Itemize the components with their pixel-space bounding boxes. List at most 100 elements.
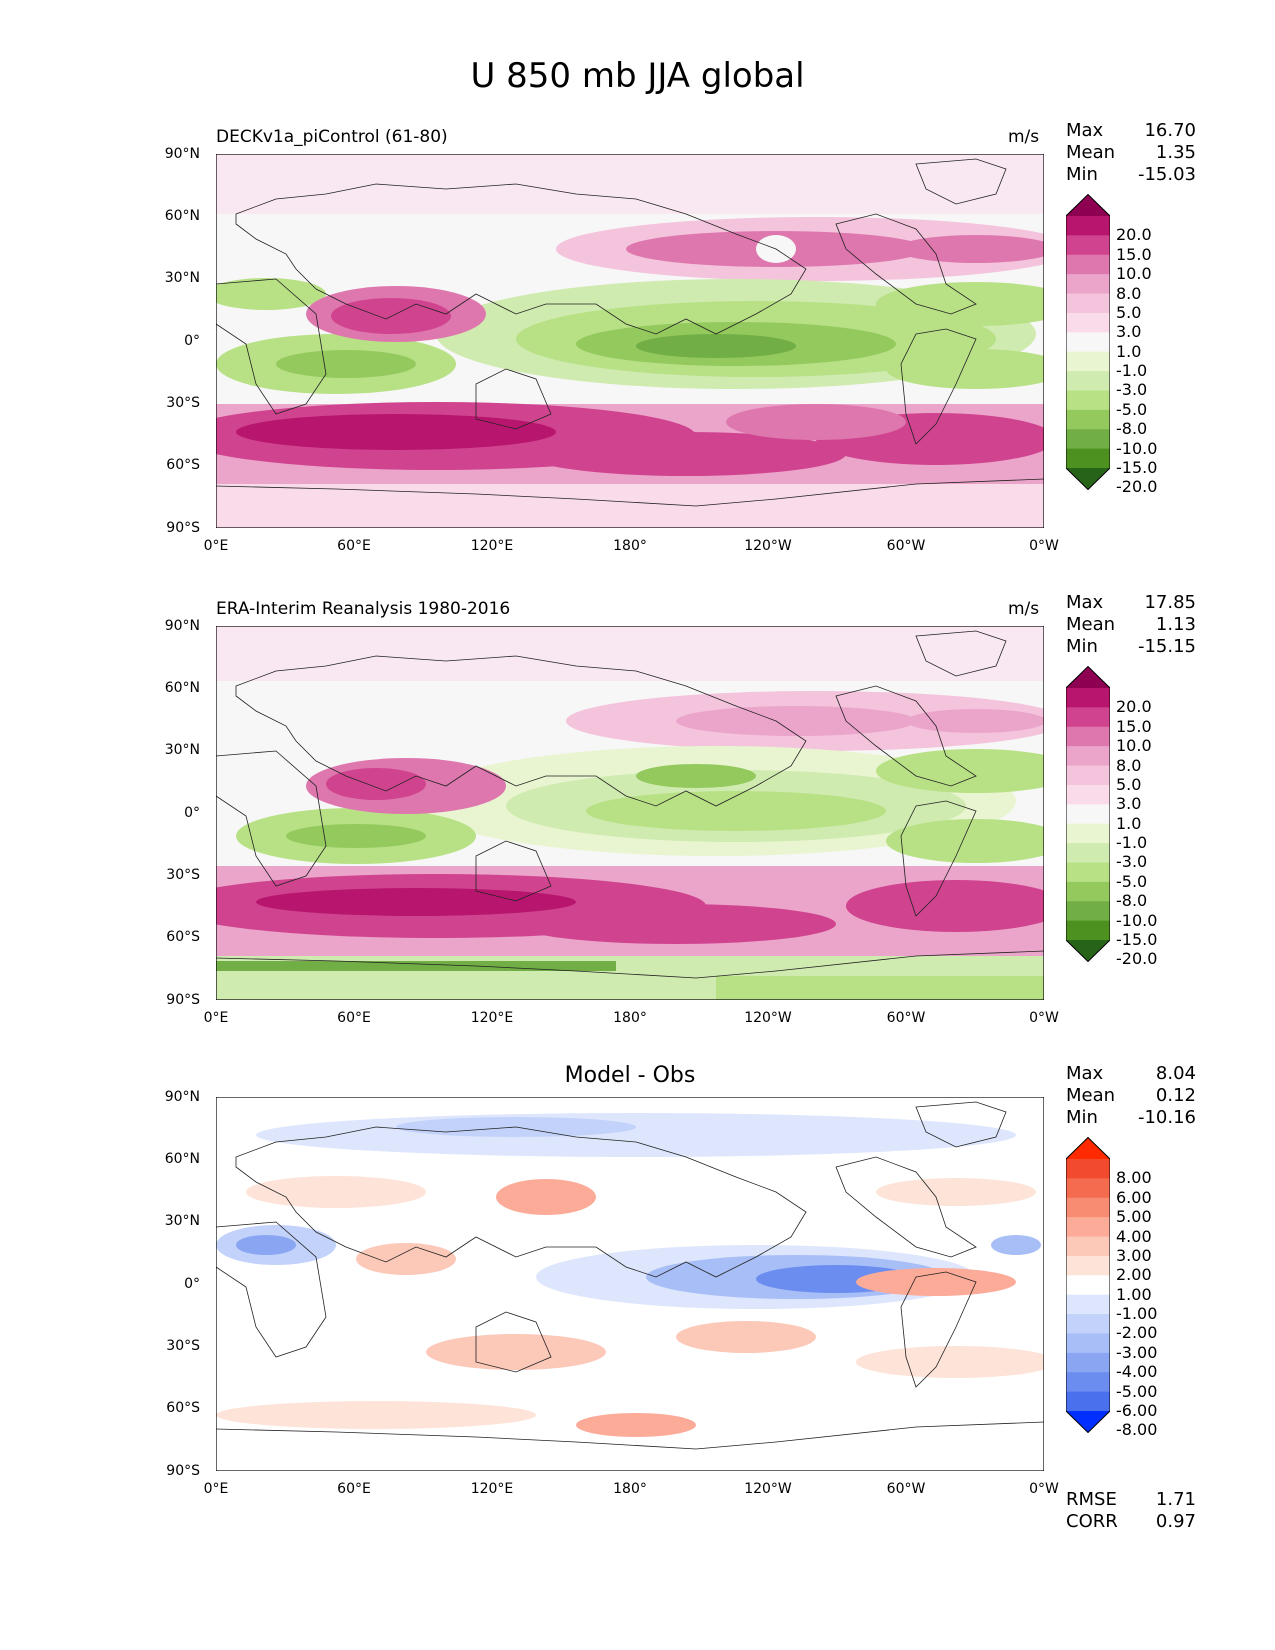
colorbar-tick-label: -3.00	[1116, 1342, 1158, 1362]
colorbar-tick-label: 3.00	[1116, 1245, 1152, 1265]
colorbar-tick-label: 1.00	[1116, 1284, 1152, 1304]
colorbar-segment	[1066, 390, 1110, 411]
x-tick: 120°W	[744, 1481, 792, 1497]
colorbar-segment	[1066, 1333, 1110, 1354]
colorbar-extend-max	[1066, 194, 1110, 216]
y-tick: 90°S	[166, 520, 200, 536]
colorbar-tick-label: -20.0	[1116, 477, 1158, 497]
x-tick: 0°W	[1029, 538, 1059, 554]
colorbar-tick-label: -6.00	[1116, 1401, 1158, 1420]
x-tick: 180°	[613, 1010, 647, 1026]
colorbar-segment	[1066, 726, 1110, 747]
colorbar-tick-label: -5.0	[1116, 399, 1148, 419]
colorbar-tick-label: 1.0	[1116, 813, 1142, 833]
x-tick: 60°W	[886, 1010, 926, 1026]
stat-value: 0.97	[1155, 1511, 1196, 1532]
colorbar-tick-label: -5.0	[1116, 871, 1148, 891]
colorbar-segment	[1066, 707, 1110, 728]
colorbar-tick-label: 5.0	[1116, 302, 1142, 322]
colorbar-segment	[1066, 351, 1110, 372]
y-tick: 0°	[184, 333, 200, 349]
colorbar-tick-label: -10.0	[1116, 438, 1158, 458]
stat-label: Min	[1066, 164, 1098, 185]
stat-label: Min	[1066, 636, 1098, 657]
stat-value: 1.35	[1155, 142, 1196, 163]
colorbar-tick-label: -15.0	[1116, 458, 1158, 477]
colorbar-tick-label: -1.0	[1116, 833, 1148, 853]
y-tick: 60°N	[164, 208, 200, 224]
colorbar-segment	[1066, 235, 1110, 256]
y-tick: 30°N	[164, 1213, 200, 1229]
y-tick: 60°N	[164, 1151, 200, 1167]
colorbar-tick-label: 8.00	[1116, 1168, 1152, 1188]
colorbar-tick-label: -5.00	[1116, 1381, 1158, 1401]
figure-title: U 850 mb JJA global	[470, 56, 805, 96]
x-tick: 120°W	[744, 1010, 792, 1026]
colorbar-segment	[1066, 1255, 1110, 1276]
x-tick: 0°E	[203, 1481, 229, 1497]
colorbar-segment	[1066, 1197, 1110, 1218]
colorbar-tick-label: 15.0	[1116, 244, 1152, 264]
colorbar-tick-label: -1.0	[1116, 361, 1148, 381]
y-tick: 90°N	[164, 618, 200, 634]
colorbar-tick-label: -20.0	[1116, 949, 1158, 969]
map-plot	[216, 1097, 1044, 1471]
x-tick: 120°E	[470, 1481, 514, 1497]
colorbar-extend-min	[1066, 1411, 1110, 1433]
stat-value: 0.12	[1155, 1085, 1196, 1106]
panel-units: m/s	[1008, 127, 1040, 147]
stat-value: 1.13	[1155, 614, 1196, 635]
colorbar-tick-label: 5.00	[1116, 1207, 1152, 1227]
colorbar-segment	[1066, 371, 1110, 391]
stat-label: Max	[1066, 592, 1104, 613]
colorbar-segment	[1066, 1352, 1110, 1373]
stat-label: RMSE	[1066, 1489, 1117, 1510]
map-plot	[216, 154, 1044, 528]
panel-units: m/s	[1008, 599, 1040, 619]
colorbar-segment	[1066, 293, 1110, 314]
x-tick: 0°E	[203, 538, 229, 554]
stats-box: Max 16.70 Mean 1.35 Min -15.03	[1066, 120, 1196, 186]
colorbar-tick-label: -1.00	[1116, 1304, 1158, 1324]
colorbar-segment	[1066, 1159, 1110, 1179]
colorbar-segment	[1066, 254, 1110, 275]
colorbar-segment	[1066, 881, 1110, 902]
colorbar-outline	[1066, 666, 1110, 962]
y-tick: 60°S	[166, 457, 200, 473]
y-tick: 30°N	[164, 270, 200, 286]
contour-map	[216, 154, 1044, 528]
x-tick: 60°W	[886, 538, 926, 554]
stat-value: 16.70	[1144, 120, 1196, 141]
stat-value: -15.03	[1137, 164, 1196, 185]
colorbar-tick-label: 8.0	[1116, 755, 1142, 775]
panel-difference: Model - Obs	[0, 1063, 1275, 1567]
colorbar-tick-label: -8.00	[1116, 1420, 1158, 1440]
colorbar-tick-label: 3.0	[1116, 322, 1142, 342]
colorbar-segment	[1066, 1236, 1110, 1257]
panel-title: ERA-Interim Reanalysis 1980-2016	[216, 599, 511, 619]
stat-value: 1.71	[1155, 1489, 1196, 1510]
colorbar-segment	[1066, 862, 1110, 883]
colorbar-tick-label: 10.0	[1116, 264, 1152, 284]
x-tick: 0°W	[1029, 1010, 1059, 1026]
x-tick: 0°W	[1029, 1481, 1059, 1497]
colorbar-segment	[1066, 688, 1110, 708]
colorbar-tick-label: 2.00	[1116, 1265, 1152, 1285]
colorbar-tick-label: -4.00	[1116, 1362, 1158, 1382]
colorbar-segment	[1066, 448, 1110, 469]
stat-label: Mean	[1066, 614, 1116, 635]
colorbar-segment	[1066, 332, 1110, 353]
colorbar-extend-min	[1066, 940, 1110, 962]
panel-observations: ERA-Interim Reanalysis 1980-2016 m/s	[0, 592, 1275, 1096]
colorbar-segment	[1066, 1391, 1110, 1412]
colorbar-tick-label: 6.00	[1116, 1187, 1152, 1207]
x-tick: 60°E	[337, 538, 371, 554]
stat-label: Mean	[1066, 142, 1116, 163]
stat-label: Mean	[1066, 1085, 1116, 1106]
stats-box: Max 17.85 Mean 1.13 Min -15.15	[1066, 592, 1196, 658]
x-tick: 60°E	[337, 1010, 371, 1026]
y-tick: 90°S	[166, 992, 200, 1008]
colorbar-segment	[1066, 746, 1110, 767]
colorbar-outline	[1066, 1137, 1110, 1433]
y-tick: 90°N	[164, 1089, 200, 1105]
